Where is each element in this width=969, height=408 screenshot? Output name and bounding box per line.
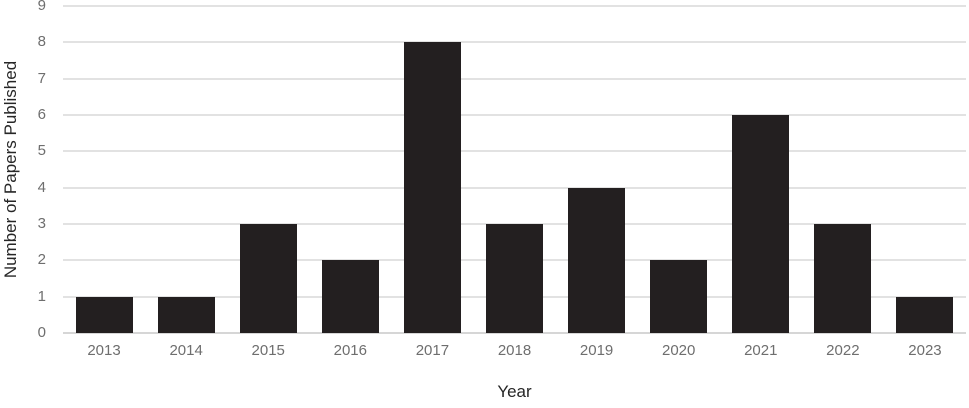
x-tick-label: 2013 [87, 342, 121, 359]
gridline [63, 77, 966, 80]
gridline [63, 5, 966, 7]
x-tick-label: 2023 [908, 342, 942, 359]
x-tick-label: 2017 [415, 342, 450, 359]
x-tick-label: 2016 [333, 342, 367, 359]
bar-2023 [896, 296, 954, 333]
y-tick-label: 6 [37, 106, 46, 123]
bar-2014 [157, 296, 215, 333]
x-axis-title: Year [497, 382, 532, 401]
gridline [63, 114, 966, 116]
bar-2021 [732, 115, 790, 333]
x-tick-label: 2014 [169, 342, 203, 359]
gridline [63, 186, 966, 189]
x-tick-label: 2022 [826, 342, 860, 359]
x-tick-label: 2019 [579, 342, 614, 359]
x-tick-label: 2021 [744, 342, 778, 359]
bar-2022 [814, 224, 872, 333]
bar-2020 [650, 260, 708, 333]
y-tick-label: 5 [37, 142, 46, 160]
y-tick-label: 9 [37, 0, 46, 14]
plot-area [63, 5, 966, 334]
bar-2019 [568, 187, 626, 333]
bar-2013 [75, 296, 133, 333]
gridline [63, 41, 966, 44]
x-tick-label: 2018 [497, 342, 532, 359]
bar-2018 [486, 224, 543, 333]
x-tick-label: 2020 [661, 342, 696, 359]
y-tick-label: 8 [37, 33, 46, 51]
bar-2017 [403, 42, 461, 333]
y-tick-label: 7 [37, 69, 46, 87]
x-tick-label: 2015 [251, 342, 285, 359]
x-axis-line [63, 332, 966, 334]
bar-2015 [239, 224, 297, 333]
y-tick-label: 3 [37, 215, 46, 232]
y-tick-label: 4 [37, 178, 46, 196]
gridline [63, 150, 966, 153]
y-tick-label: 0 [37, 324, 46, 341]
y-tick-label: 2 [37, 251, 46, 269]
y-axis-title: Number of Papers Published [1, 60, 20, 279]
bar-2016 [321, 260, 379, 333]
y-tick-label: 1 [37, 287, 46, 305]
